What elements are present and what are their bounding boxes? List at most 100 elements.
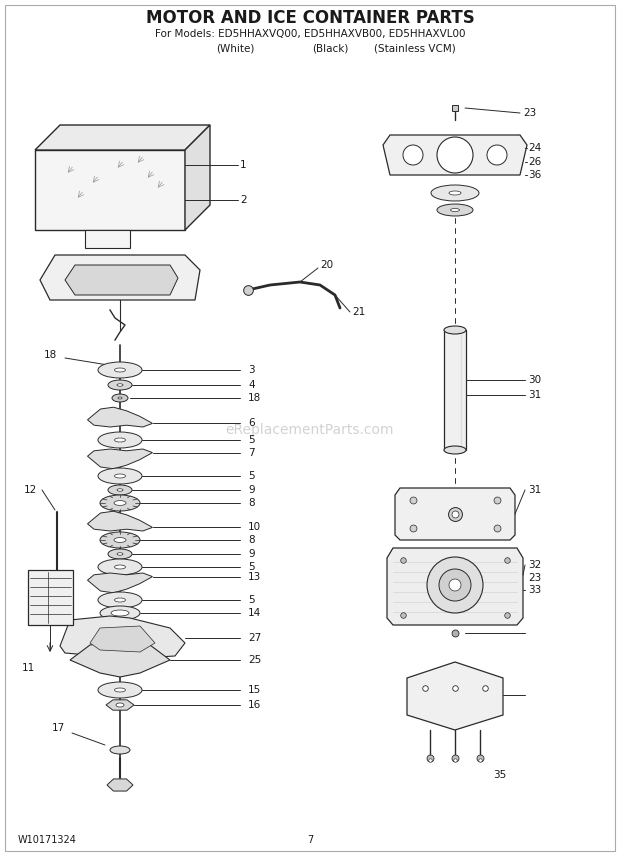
Text: 5: 5 <box>248 595 255 605</box>
Text: 3: 3 <box>248 365 255 375</box>
Text: W10171324: W10171324 <box>18 835 77 845</box>
Ellipse shape <box>444 446 466 454</box>
Polygon shape <box>87 449 153 469</box>
Circle shape <box>449 579 461 591</box>
Text: 35: 35 <box>494 770 507 780</box>
Ellipse shape <box>431 185 479 201</box>
Text: 14: 14 <box>248 608 261 618</box>
Text: 9: 9 <box>248 485 255 495</box>
Polygon shape <box>395 488 515 540</box>
Ellipse shape <box>98 592 142 608</box>
Polygon shape <box>383 135 527 175</box>
Text: 25: 25 <box>248 655 261 665</box>
Ellipse shape <box>100 606 140 620</box>
Ellipse shape <box>110 746 130 754</box>
Ellipse shape <box>111 610 129 616</box>
Text: 36: 36 <box>528 170 541 180</box>
Text: 21: 21 <box>352 307 365 317</box>
Text: 8: 8 <box>248 498 255 508</box>
Text: 23: 23 <box>523 108 536 118</box>
FancyBboxPatch shape <box>444 330 466 450</box>
Text: 15: 15 <box>248 685 261 695</box>
Text: 18: 18 <box>248 393 261 403</box>
Text: 5: 5 <box>248 562 255 572</box>
Circle shape <box>437 137 473 173</box>
Ellipse shape <box>115 565 125 569</box>
Ellipse shape <box>114 538 126 543</box>
Text: 12: 12 <box>24 485 37 495</box>
Text: 18: 18 <box>43 350 56 360</box>
Polygon shape <box>387 548 523 625</box>
Text: 33: 33 <box>528 585 541 595</box>
Text: 24: 24 <box>528 143 541 153</box>
Ellipse shape <box>98 432 142 448</box>
Polygon shape <box>65 265 178 295</box>
Text: (Stainless VCM): (Stainless VCM) <box>374 43 456 53</box>
Text: 1: 1 <box>240 160 247 170</box>
Text: 5: 5 <box>248 435 255 445</box>
Text: MOTOR AND ICE CONTAINER PARTS: MOTOR AND ICE CONTAINER PARTS <box>146 9 474 27</box>
Text: 8: 8 <box>248 535 255 545</box>
Ellipse shape <box>437 204 473 216</box>
Text: 16: 16 <box>248 700 261 710</box>
Circle shape <box>439 569 471 601</box>
Text: 7: 7 <box>248 448 255 458</box>
Polygon shape <box>40 255 200 300</box>
Text: 2: 2 <box>240 195 247 205</box>
Text: 17: 17 <box>51 723 64 733</box>
Text: 11: 11 <box>21 663 35 673</box>
Polygon shape <box>60 616 185 658</box>
Polygon shape <box>106 700 134 710</box>
Text: 27: 27 <box>248 633 261 643</box>
Text: 13: 13 <box>248 572 261 582</box>
Text: 26: 26 <box>528 157 541 167</box>
Polygon shape <box>407 662 503 730</box>
Ellipse shape <box>451 209 459 211</box>
Polygon shape <box>87 573 153 593</box>
Ellipse shape <box>115 598 125 602</box>
Polygon shape <box>87 407 153 427</box>
Ellipse shape <box>444 326 466 334</box>
Text: 4: 4 <box>248 380 255 390</box>
Polygon shape <box>35 150 185 230</box>
Text: 32: 32 <box>528 560 541 570</box>
Ellipse shape <box>115 474 125 478</box>
Ellipse shape <box>98 682 142 698</box>
Polygon shape <box>90 626 155 652</box>
Text: eReplacementParts.com: eReplacementParts.com <box>226 423 394 437</box>
Ellipse shape <box>117 383 123 386</box>
Polygon shape <box>107 779 133 791</box>
FancyBboxPatch shape <box>28 570 73 625</box>
Ellipse shape <box>98 362 142 378</box>
Polygon shape <box>87 511 153 531</box>
Text: 5: 5 <box>248 471 255 481</box>
Text: 9: 9 <box>248 549 255 559</box>
Polygon shape <box>85 230 130 248</box>
Ellipse shape <box>449 191 461 195</box>
Text: 10: 10 <box>248 522 261 532</box>
Text: 31: 31 <box>528 390 541 400</box>
Ellipse shape <box>100 495 140 511</box>
Ellipse shape <box>118 397 122 399</box>
Ellipse shape <box>115 368 125 372</box>
Ellipse shape <box>98 468 142 484</box>
Text: 31: 31 <box>528 485 541 495</box>
Circle shape <box>403 145 423 165</box>
Text: (White): (White) <box>216 43 254 53</box>
Ellipse shape <box>108 485 132 495</box>
Text: 23: 23 <box>528 573 541 583</box>
Polygon shape <box>70 640 170 677</box>
Text: 30: 30 <box>528 375 541 385</box>
Ellipse shape <box>116 703 124 707</box>
Text: For Models: ED5HHAXVQ00, ED5HHAXVB00, ED5HHAXVL00: For Models: ED5HHAXVQ00, ED5HHAXVB00, ED… <box>155 29 465 39</box>
Ellipse shape <box>98 559 142 575</box>
Text: 7: 7 <box>307 835 313 845</box>
Ellipse shape <box>112 394 128 402</box>
Text: (Black): (Black) <box>312 43 348 53</box>
Text: 20: 20 <box>320 260 333 270</box>
Polygon shape <box>185 125 210 230</box>
Ellipse shape <box>100 532 140 548</box>
Ellipse shape <box>108 380 132 390</box>
Circle shape <box>487 145 507 165</box>
Polygon shape <box>35 125 210 150</box>
